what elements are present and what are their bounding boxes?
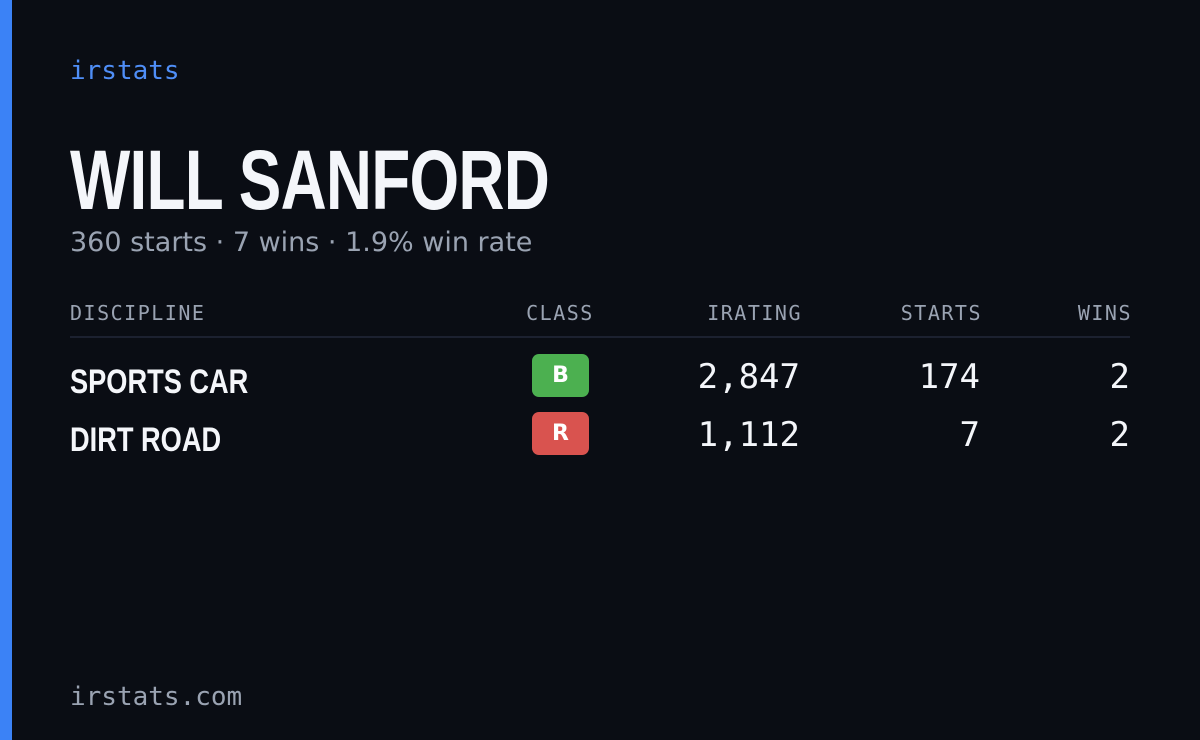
discipline: SPORTS CAR xyxy=(70,363,249,401)
class-badge: R xyxy=(532,412,589,455)
class-badge: B xyxy=(532,354,589,397)
wins: 2 xyxy=(1109,415,1130,455)
discipline: DIRT ROAD xyxy=(70,421,222,459)
header-discipline: DISCIPLINE xyxy=(70,301,206,325)
driver-name: WILL SANFORD xyxy=(70,133,550,227)
irating: 1,112 xyxy=(697,415,800,455)
driver-summary: 360 starts · 7 wins · 1.9% win rate xyxy=(70,227,533,258)
header-starts: STARTS xyxy=(900,301,982,325)
footer-link: irstats.com xyxy=(70,682,243,712)
accent-bar xyxy=(0,0,12,740)
header-rule xyxy=(70,336,1130,338)
header-class: CLASS xyxy=(526,301,594,325)
header-irating: IRATING xyxy=(707,301,802,325)
brand: irstats xyxy=(70,56,180,86)
header-wins: WINS xyxy=(1077,301,1132,325)
starts: 7 xyxy=(959,415,980,455)
wins: 2 xyxy=(1109,357,1130,397)
starts: 174 xyxy=(918,357,980,397)
irating: 2,847 xyxy=(697,357,800,397)
